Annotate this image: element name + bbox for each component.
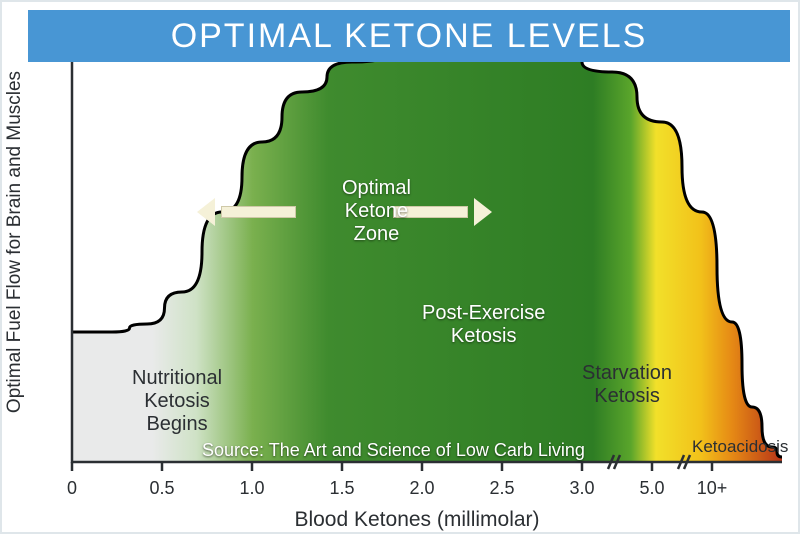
optimal-zone-arrow [197, 198, 492, 226]
arrow-left-icon [197, 198, 215, 226]
plot-area: NutritionalKetosisBegins OptimalKetoneZo… [52, 32, 782, 472]
x-tick-label: 5.0 [639, 478, 664, 499]
x-tick-label: 0 [67, 478, 77, 499]
arrow-bar-left [221, 206, 296, 218]
x-tick-label: 3.0 [569, 478, 594, 499]
x-tick-label: 1.5 [329, 478, 354, 499]
x-tick-label: 10+ [697, 478, 728, 499]
arrow-right-icon [474, 198, 492, 226]
x-tick-label: 2.0 [409, 478, 434, 499]
source-attribution: Source: The Art and Science of Low Carb … [202, 440, 585, 461]
title-text: OPTIMAL KETONE LEVELS [171, 17, 648, 56]
x-axis-label: Blood Ketones (millimolar) [52, 508, 782, 532]
x-tick-label: 1.0 [239, 478, 264, 499]
arrow-bar-right [393, 206, 468, 218]
zone-gradient-fill [152, 32, 782, 462]
chart-frame: Optimal Fuel Flow for Brain and Muscles [0, 0, 800, 534]
chart-svg [52, 32, 782, 472]
title-banner: OPTIMAL KETONE LEVELS [28, 10, 790, 62]
x-tick-label: 2.5 [489, 478, 514, 499]
x-tick-label: 0.5 [149, 478, 174, 499]
y-axis-label: Optimal Fuel Flow for Brain and Muscles [4, 2, 26, 482]
y-axis-label-text: Optimal Fuel Flow for Brain and Muscles [4, 71, 26, 413]
